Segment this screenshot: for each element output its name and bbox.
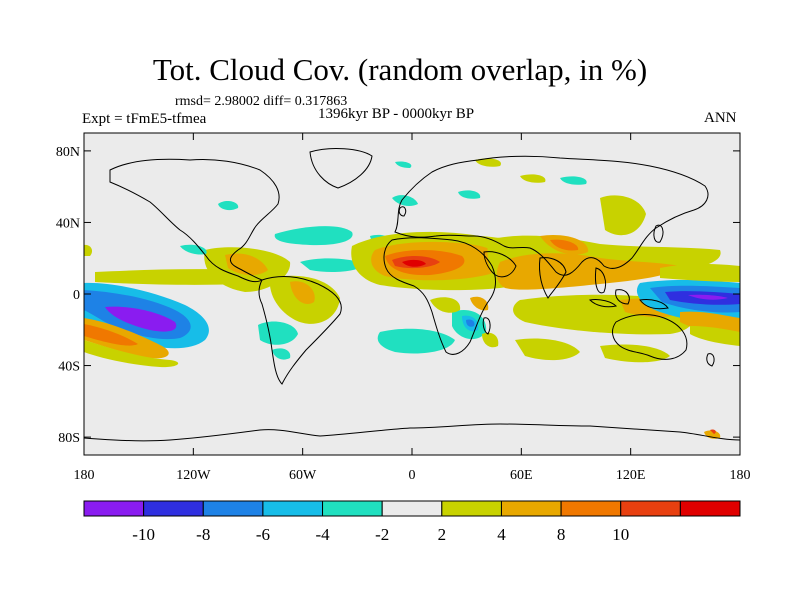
anomaly-region (105, 306, 177, 332)
lon-tick-label: 180 (730, 468, 751, 483)
lon-tick-label: 180 (74, 468, 95, 483)
colorbar-swatch (381, 500, 443, 517)
colorbar-swatch (441, 500, 502, 517)
anomaly-region (402, 259, 426, 267)
anomaly-region (458, 190, 481, 199)
colorbar-swatch (620, 500, 681, 517)
colorbar-label: -10 (132, 525, 155, 544)
lat-tick-label: 40N (56, 216, 80, 231)
coastline-new-zealand (706, 353, 715, 367)
lat-tick-label: 0 (73, 288, 80, 303)
coastline-eurasia (394, 155, 709, 276)
lat-tick-label: 40S (58, 360, 80, 375)
colorbar-label: -6 (256, 525, 270, 544)
coastline-africa (383, 237, 496, 355)
map-background (84, 133, 740, 455)
latitude-axis: 80N 40N 0 40S 80S (56, 145, 740, 446)
colorbar-swatch (500, 500, 562, 517)
lat-tick-label: 80S (58, 431, 80, 446)
longitude-axis: 180 120W 60W 0 60E 120E 180 (74, 133, 751, 483)
lon-tick-label: 60W (289, 468, 317, 483)
coastline-india (539, 257, 567, 299)
coastline-new-guinea (639, 299, 669, 310)
anomaly-region (470, 296, 489, 311)
colorbar-label: -2 (375, 525, 389, 544)
coastline-indonesia (588, 299, 618, 308)
anomaly-region (496, 253, 680, 290)
anomaly-region (482, 332, 499, 348)
coastline-greenland (309, 148, 373, 189)
coastline-australia (612, 314, 688, 360)
season-label: ANN (704, 110, 737, 126)
anomaly-region (600, 195, 646, 236)
anomaly-region (300, 258, 365, 272)
anomaly-region (84, 340, 179, 368)
coastline-southeast-asia (595, 267, 607, 294)
colorbar-label: 4 (497, 525, 506, 544)
coastline-north-america (109, 158, 280, 283)
colorbar-swatch (143, 500, 204, 517)
anomaly-region (84, 324, 138, 346)
anomaly-region (290, 281, 315, 304)
colorbar-swatch (560, 500, 622, 517)
coastline-madagascar (482, 317, 491, 335)
anomaly-region (710, 429, 716, 434)
lon-tick-label: 0 (409, 468, 416, 483)
anomaly-region (550, 239, 579, 251)
colorbar-label: 2 (438, 525, 447, 544)
lon-tick-label: 60E (510, 468, 533, 483)
colorbar-label: -4 (315, 525, 330, 544)
coastline-arabia (483, 251, 517, 278)
coastline-japan (653, 224, 664, 243)
anomaly-region (600, 344, 670, 363)
anomaly-region (180, 244, 207, 255)
coastline-antarctica (84, 423, 740, 442)
anomaly-region (430, 297, 461, 313)
anomaly-region (475, 158, 501, 167)
colorbar-swatch (83, 500, 145, 517)
anomaly-region (84, 244, 93, 256)
anomaly-region (274, 226, 353, 246)
colorbar-label: 8 (557, 525, 566, 544)
lon-tick-label: 120W (176, 468, 211, 483)
anomaly-region (515, 338, 580, 361)
anomaly-region (272, 348, 291, 360)
colorbar-label: 10 (612, 525, 629, 544)
colorbar-swatch (679, 500, 741, 517)
anomaly-field (84, 158, 740, 439)
anomaly-region (466, 319, 475, 327)
lon-tick-label: 120E (616, 468, 646, 483)
coastline-south-america (258, 276, 342, 385)
anomaly-region (377, 328, 455, 354)
colorbar-swatch (322, 500, 383, 517)
anomaly-region (660, 264, 740, 282)
lat-tick-label: 80N (56, 145, 80, 160)
plot-title: Tot. Cloud Cov. (random overlap, in %) (152, 52, 648, 87)
stats-line: rmsd= 2.98002 diff= 0.317863 (175, 94, 348, 109)
anomaly-region (520, 174, 546, 183)
anomaly-region (392, 195, 418, 206)
anomaly-region (690, 326, 740, 346)
anomaly-region (225, 253, 268, 276)
time-range-label: 1396kyr BP - 0000kyr BP (318, 106, 475, 122)
coastline-britain (398, 206, 407, 217)
anomaly-region (688, 294, 728, 300)
colorbar-swatch (202, 500, 264, 517)
coastlines (84, 148, 740, 442)
colorbar-swatch (262, 500, 324, 517)
coastline-borneo (615, 289, 630, 305)
anomaly-region (395, 161, 412, 168)
anomaly-region (218, 201, 239, 211)
anomaly-region (560, 176, 587, 185)
colorbar-label: -8 (196, 525, 210, 544)
experiment-label: Expt = tFmE5-tfmea (82, 111, 207, 127)
colorbar: -10 -8 -6 -4 -2 2 4 8 10 (83, 500, 741, 544)
